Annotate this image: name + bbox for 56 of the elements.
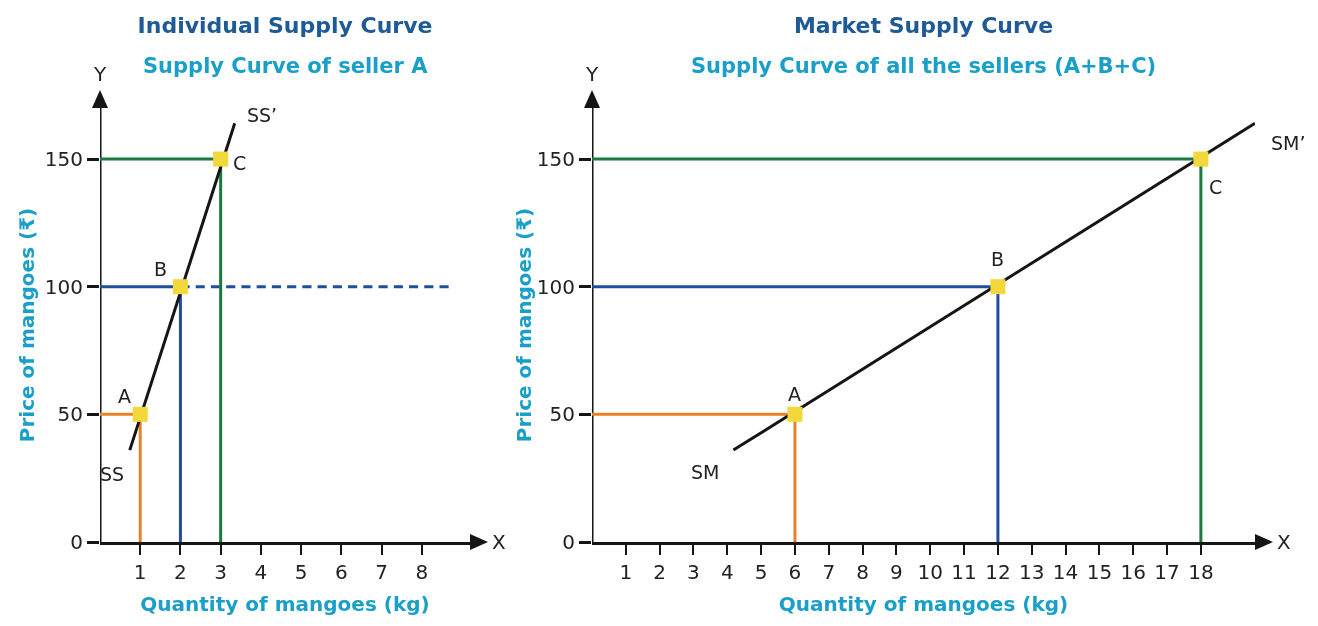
x-tick-label: 12 xyxy=(985,560,1011,584)
y-tick-label: 150 xyxy=(536,147,575,172)
text: X xyxy=(492,530,506,554)
x-tick-label: 17 xyxy=(1154,560,1180,584)
x-tick-label: 2 xyxy=(653,560,667,584)
x-tick-label: 5 xyxy=(294,560,308,584)
x-tick-label: 6 xyxy=(788,560,802,584)
y-tick-label: 100 xyxy=(536,274,575,299)
x-tick-label: 4 xyxy=(254,560,268,584)
x-tick-label: 8 xyxy=(415,560,429,584)
x-tick-label: 7 xyxy=(822,560,836,584)
annotation: B xyxy=(154,258,168,280)
annotation: SM’ xyxy=(1271,132,1306,154)
text: Y xyxy=(585,62,599,86)
annotation: SM xyxy=(691,461,720,483)
y-tick-label: 50 xyxy=(57,402,83,427)
annotation: A xyxy=(118,385,131,407)
annotation: SS’ xyxy=(247,104,278,126)
x-tick-label: 3 xyxy=(687,560,700,584)
x-tick-label: 11 xyxy=(951,560,977,584)
y-tick-label: 150 xyxy=(44,147,83,172)
text: Y xyxy=(93,62,107,86)
annotation: C xyxy=(1209,176,1223,198)
y-tick-label: 0 xyxy=(70,530,83,554)
chart-title: Individual Supply Curve xyxy=(137,12,433,38)
x-tick-label: 3 xyxy=(214,560,228,584)
x-tick-label: 2 xyxy=(174,560,187,584)
x-tick-label: 1 xyxy=(133,560,147,584)
x-tick-label: 18 xyxy=(1188,560,1214,584)
y-tick-label: 0 xyxy=(562,530,575,554)
x-axis-title: Quantity of mangoes (kg) xyxy=(778,591,1069,616)
text: X xyxy=(1277,530,1291,554)
chart-subtitle: Supply Curve of all the sellers (A+B+C) xyxy=(691,54,1157,78)
x-tick-label: 16 xyxy=(1120,560,1146,584)
y-axis-title: Price of mangoes (₹) xyxy=(15,207,40,443)
x-tick-label: 6 xyxy=(334,560,348,584)
x-tick-label: 13 xyxy=(1019,560,1045,584)
x-tick-label: 4 xyxy=(720,560,734,584)
x-tick-label: 5 xyxy=(754,560,768,584)
annotation: A xyxy=(788,383,801,405)
x-tick-label: 9 xyxy=(890,560,903,584)
annotation: SS xyxy=(100,463,125,485)
y-tick-label: 50 xyxy=(549,402,575,427)
chart-title: Market Supply Curve xyxy=(793,12,1054,38)
x-tick-label: 10 xyxy=(917,560,943,584)
chart-subtitle: Supply Curve of seller A xyxy=(143,54,429,78)
annotation: B xyxy=(991,248,1005,270)
x-tick-label: 7 xyxy=(375,560,388,584)
x-tick-label: 15 xyxy=(1086,560,1113,584)
x-tick-label: 8 xyxy=(856,560,869,584)
x-axis-title: Quantity of mangoes (kg) xyxy=(140,591,430,616)
annotation: C xyxy=(233,152,247,174)
x-tick-label: 1 xyxy=(619,560,633,584)
y-tick-label: 100 xyxy=(44,274,83,299)
x-tick-label: 14 xyxy=(1052,560,1079,584)
y-axis-title: Price of mangoes (₹) xyxy=(512,207,536,443)
